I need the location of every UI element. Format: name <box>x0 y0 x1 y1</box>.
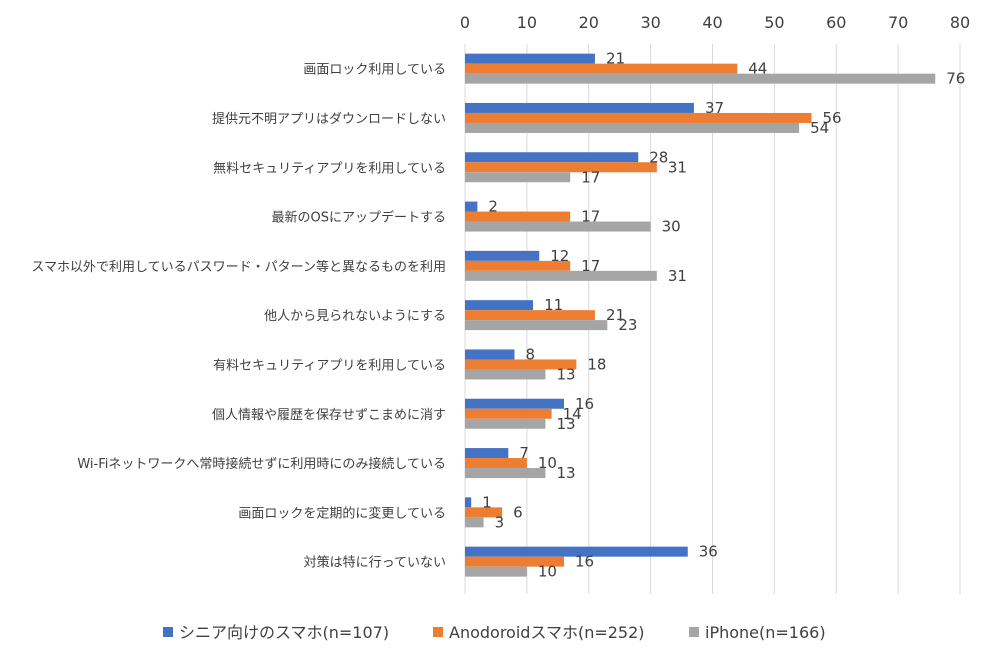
data-label: 6 <box>513 503 523 521</box>
bar <box>465 250 540 261</box>
data-label: 18 <box>587 355 606 373</box>
category-label: 有料セキュリティアプリを利用している <box>213 358 446 373</box>
data-label: 13 <box>556 365 575 383</box>
data-label: 31 <box>668 267 687 285</box>
category-label: 画面ロックを定期的に変更している <box>238 505 446 521</box>
category-label: 他人から見られないようにする <box>264 309 446 324</box>
bar <box>465 556 564 567</box>
data-label: 21 <box>606 306 625 324</box>
data-label: 76 <box>946 70 965 88</box>
bar <box>465 507 503 518</box>
bar <box>465 270 657 281</box>
data-label: 37 <box>705 99 724 117</box>
legend-swatch <box>433 627 443 637</box>
category-label: 無料セキュリティアプリを利用している <box>213 161 446 176</box>
legend: シニア向けのスマホ(n=107) Anodoroidスマホ(n=252) iPhon… <box>163 623 826 642</box>
category-label: 対策は特に行っていない <box>304 555 446 571</box>
data-label: 21 <box>606 50 625 68</box>
data-label: 13 <box>556 415 575 433</box>
bar <box>465 369 546 380</box>
data-label: 17 <box>581 208 600 226</box>
data-label: 1 <box>482 493 492 511</box>
category-label: 最新のOSにアップデートする <box>272 210 447 226</box>
data-label: 30 <box>662 218 681 236</box>
data-label: 56 <box>823 109 842 127</box>
bar <box>465 53 595 64</box>
data-label: 8 <box>526 345 536 363</box>
data-label: 10 <box>538 454 557 472</box>
data-label: 7 <box>519 444 529 462</box>
category-label: 個人情報や履歴を保存せずこまめに消す <box>212 408 446 423</box>
data-label: 36 <box>699 543 718 561</box>
data-label: 2 <box>488 198 498 216</box>
bar <box>465 102 694 113</box>
x-tick-label: 80 <box>950 13 970 32</box>
bar <box>465 458 527 469</box>
bars <box>465 53 936 577</box>
data-label: 10 <box>538 563 557 581</box>
category-label: 提供元不明アプリはダウンロードしない <box>212 111 446 127</box>
x-tick-label: 20 <box>579 13 599 32</box>
bar <box>465 211 571 222</box>
bar <box>465 359 577 370</box>
bar <box>465 448 509 459</box>
data-label: 13 <box>556 464 575 482</box>
legend-label: シニア向けのスマホ(n=107) <box>179 623 389 642</box>
x-tick-label: 30 <box>640 13 660 32</box>
data-label: 16 <box>575 395 594 413</box>
bar <box>465 517 484 528</box>
legend-label: iPhone(n=166) <box>705 623 826 642</box>
data-label: 11 <box>544 296 563 314</box>
x-tick-label: 60 <box>826 13 846 32</box>
bar <box>465 221 651 232</box>
category-label: 画面ロック利用している <box>303 63 446 78</box>
data-labels: 2144763756542831172173012173111212381813… <box>482 50 965 581</box>
x-tick-label: 10 <box>517 13 537 32</box>
bar <box>465 172 571 183</box>
x-tick-label: 70 <box>888 13 908 32</box>
x-tick-label: 0 <box>460 13 470 32</box>
category-label: Wi-Fiネットワークへ常時接続せずに利用時にのみ接続している <box>77 456 446 472</box>
bar <box>465 260 571 271</box>
bar <box>465 152 639 163</box>
gridlines <box>464 44 961 594</box>
bar <box>465 112 812 123</box>
x-axis-ticks: 0 10 20 30 40 50 60 70 80 <box>460 13 970 32</box>
data-label: 14 <box>563 405 582 423</box>
legend-swatch <box>689 627 699 637</box>
legend-label: Anodoroidスマホ(n=252) <box>449 623 645 642</box>
bar <box>465 162 657 173</box>
bar <box>465 201 478 212</box>
bar <box>465 73 936 84</box>
data-label: 16 <box>575 553 594 571</box>
bar <box>465 497 472 508</box>
legend-swatch <box>163 627 173 637</box>
category-label: スマホ以外で利用しているパスワード・パターン等と異なるものを利用 <box>31 259 446 275</box>
bar <box>465 300 534 311</box>
bar <box>465 468 546 479</box>
data-label: 12 <box>550 247 569 265</box>
bar <box>465 349 515 360</box>
data-label: 31 <box>668 158 687 176</box>
data-label: 3 <box>495 513 505 531</box>
x-tick-label: 50 <box>764 13 784 32</box>
bar <box>465 310 595 321</box>
data-label: 17 <box>581 168 600 186</box>
bar <box>465 546 688 557</box>
data-label: 44 <box>748 60 767 78</box>
bar <box>465 398 564 409</box>
data-label: 28 <box>649 148 668 166</box>
bar <box>465 63 738 74</box>
bar <box>465 320 608 331</box>
bar <box>465 566 527 577</box>
bar <box>465 408 552 419</box>
data-label: 23 <box>618 316 637 334</box>
x-tick-label: 40 <box>702 13 722 32</box>
category-labels: 画面ロック利用している提供元不明アプリはダウンロードしない無料セキュリティアプリ… <box>31 63 446 571</box>
bar <box>465 418 546 429</box>
data-label: 17 <box>581 257 600 275</box>
data-label: 54 <box>810 119 829 137</box>
bar <box>465 122 800 133</box>
